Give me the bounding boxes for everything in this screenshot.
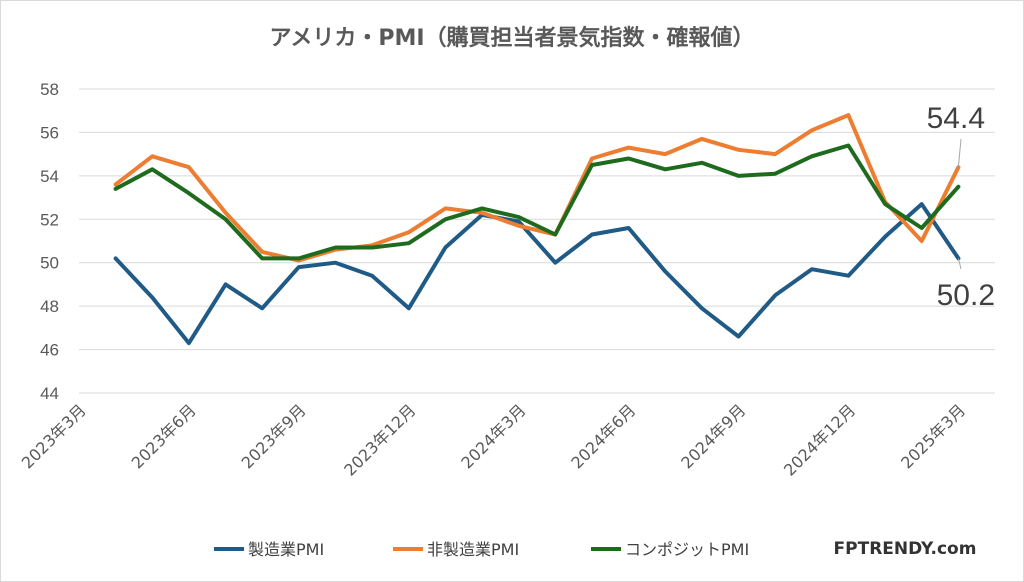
legend-label-2: コンポジットPMI bbox=[625, 540, 749, 559]
brand-watermark: FPTRENDY.com bbox=[834, 539, 977, 559]
chart-title: アメリカ・PMI（購買担当者景気指数・確報値） bbox=[269, 25, 754, 51]
series-line-1 bbox=[113, 113, 961, 263]
y-tick-label: 46 bbox=[40, 341, 59, 360]
x-tick-label: 2023年9月 bbox=[238, 400, 310, 472]
legend-label-0: 製造業PMI bbox=[248, 540, 324, 559]
series-line-2 bbox=[113, 143, 961, 261]
y-tick-label: 58 bbox=[40, 80, 59, 99]
y-tick-label: 48 bbox=[40, 297, 59, 316]
annotation-leader-50-2 bbox=[957, 258, 962, 270]
series-lines bbox=[113, 113, 961, 346]
y-tick-label: 54 bbox=[40, 167, 59, 186]
x-tick-label: 2025年3月 bbox=[897, 400, 969, 472]
x-axis-ticks: 2023年3月 2023年6月 2023年9月 2023年12月 2024年3月 2024… bbox=[18, 400, 969, 479]
series-line-0 bbox=[113, 202, 961, 346]
annotation-label-54-4: 54.4 bbox=[927, 102, 985, 135]
y-axis-ticks: 44 46 48 50 52 54 56 58 bbox=[40, 80, 59, 403]
legend-label-1: 非製造業PMI bbox=[427, 540, 519, 559]
annotation-leader-54-4 bbox=[957, 138, 962, 168]
annotations: 54.4 50.2 bbox=[927, 102, 995, 312]
y-tick-label: 56 bbox=[40, 123, 59, 142]
legend: 製造業PMI 非製造業PMI コンポジットPMI bbox=[214, 540, 749, 559]
x-tick-label: 2024年9月 bbox=[677, 400, 749, 472]
x-tick-label: 2024年6月 bbox=[567, 400, 639, 472]
y-tick-label: 44 bbox=[40, 384, 59, 403]
x-tick-label: 2024年3月 bbox=[457, 400, 529, 472]
annotation-label-50-2: 50.2 bbox=[937, 279, 995, 312]
x-tick-label: 2023年6月 bbox=[128, 400, 200, 472]
y-tick-label: 50 bbox=[40, 254, 59, 273]
x-tick-label: 2023年3月 bbox=[18, 400, 90, 472]
x-tick-label: 2023年12月 bbox=[340, 400, 419, 479]
y-tick-label: 52 bbox=[40, 210, 59, 229]
x-tick-label: 2024年12月 bbox=[780, 400, 859, 479]
